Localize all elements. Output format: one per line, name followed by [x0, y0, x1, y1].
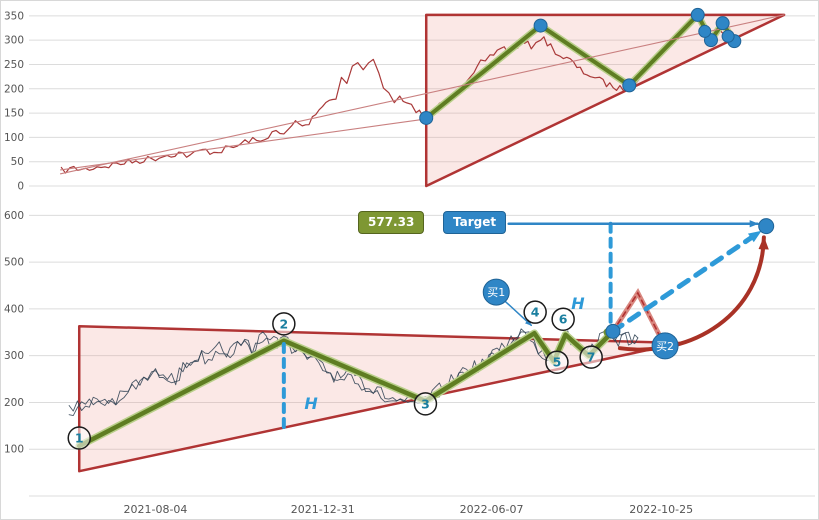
- buy2-marker: [651, 332, 679, 360]
- wave-point-number: 6: [559, 312, 568, 327]
- wave-marker-dot: [758, 218, 775, 235]
- wave-point-number: 7: [587, 350, 596, 365]
- bottom-chart-panel: 100 200 300 400 500 600 2021-08-04 2021-12-31 20…: [1, 196, 818, 519]
- y-tick-label: 300: [4, 35, 24, 47]
- y-tick-label: 100: [4, 132, 24, 144]
- x-tick-label: 2021-08-04: [124, 503, 188, 516]
- y-tick-label: 150: [4, 108, 24, 120]
- wave-point-circle: [272, 312, 296, 336]
- x-tick-label: 2021-12-31: [291, 503, 355, 516]
- wave-point-circle: [413, 392, 438, 416]
- y-tick-label: 300: [4, 350, 24, 362]
- y-tick-label: 400: [4, 303, 24, 315]
- bottom-chart: 100 200 300 400 500 600 2021-08-04 2021-12-31 20…: [4, 210, 815, 516]
- buy1-marker-label: 买1: [487, 286, 505, 299]
- y-tick-label: 200: [4, 397, 24, 409]
- x-tick-label: 2022-06-07: [460, 503, 524, 516]
- projection-arrow-red: [617, 235, 769, 352]
- wave-point-circle: [545, 350, 569, 374]
- wave-point-circle: [67, 426, 91, 450]
- wave-point-circle: [551, 307, 575, 331]
- wave-point-number: 2: [279, 316, 288, 331]
- top-chart-panel: 0 50 100 150 200 250 300 350: [1, 1, 818, 196]
- projection-arrow-blue: [610, 228, 764, 334]
- wave-point-number: 1: [75, 431, 84, 446]
- wave-marker-dot: [533, 18, 548, 33]
- h-label: H: [571, 294, 585, 313]
- y-tick-label: 100: [4, 444, 24, 456]
- buy2-marker-label: 买2: [656, 340, 674, 353]
- wave-point-number: 3: [421, 396, 430, 411]
- wave-marker-dot: [419, 110, 434, 125]
- converging-wedge: [77, 324, 682, 473]
- y-tick-label: 500: [4, 257, 24, 269]
- y-tick-label: 250: [4, 59, 24, 71]
- y-tick-label: 50: [11, 156, 24, 168]
- buy1-marker: [482, 278, 510, 306]
- wave-point-circle: [523, 300, 547, 324]
- expanding-triangle: [424, 13, 786, 188]
- wave-point-number: 4: [531, 305, 540, 320]
- h-label: H: [304, 394, 318, 413]
- y-tick-label: 600: [4, 210, 24, 222]
- wave-marker-dot: [698, 24, 712, 38]
- price-badge: 577.33: [358, 211, 425, 234]
- target-badge: Target: [443, 211, 507, 234]
- wave-point-circle: [579, 345, 603, 369]
- y-tick-label: 0: [17, 181, 24, 193]
- top-chart: 0 50 100 150 200 250 300 350: [4, 7, 815, 193]
- trend-channel-lower: [60, 118, 427, 171]
- wave-marker-dot: [715, 16, 730, 31]
- wave-point-number: 5: [553, 355, 562, 370]
- y-tick-label: 200: [4, 83, 24, 95]
- wave-marker-dot: [622, 78, 637, 93]
- wave-marker-dot: [721, 29, 735, 43]
- trend-channel-upper: [60, 14, 785, 175]
- x-tick-label: 2022-10-25: [629, 503, 693, 516]
- wave-marker-dot: [605, 323, 621, 339]
- wave-marker-dot: [690, 7, 705, 22]
- y-tick-label: 350: [4, 10, 24, 22]
- buy1-pointer-line: [502, 298, 533, 327]
- pennant-hatch: [612, 291, 660, 335]
